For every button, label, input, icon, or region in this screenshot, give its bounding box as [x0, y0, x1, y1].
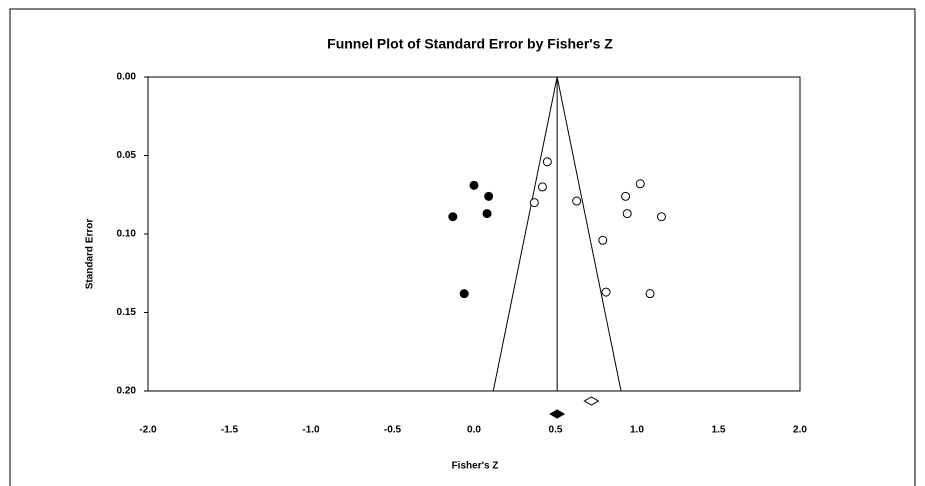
y-tick-label: 0.00 — [117, 72, 137, 83]
study-point — [656, 212, 666, 222]
x-tick-label: -0.5 — [384, 425, 402, 436]
y-tick-label: 0.20 — [117, 386, 137, 397]
y-tick-label: 0.10 — [117, 229, 137, 240]
study-point — [459, 289, 469, 299]
study-point — [621, 191, 631, 201]
x-tick-label: -1.0 — [302, 425, 320, 436]
plot-area — [147, 76, 801, 392]
study-point — [529, 198, 539, 208]
x-tick-label: -2.0 — [139, 425, 157, 436]
study-point — [469, 180, 479, 190]
study-point — [572, 196, 582, 206]
study-point — [482, 209, 492, 219]
study-point — [622, 209, 632, 219]
study-point — [484, 191, 494, 201]
x-tick-label: 1.0 — [630, 425, 644, 436]
x-axis-label: Fisher's Z — [452, 461, 499, 472]
funnel-line — [556, 76, 622, 392]
study-point — [601, 287, 611, 297]
summary-diamond — [583, 396, 600, 406]
x-tick-label: 0.5 — [549, 425, 563, 436]
funnel-line — [492, 76, 558, 392]
study-point — [635, 179, 645, 189]
study-point — [542, 157, 552, 167]
summary-diamond — [549, 409, 566, 419]
y-tick-label: 0.05 — [117, 150, 137, 161]
study-point — [537, 182, 547, 192]
y-tick-label: 0.15 — [117, 307, 137, 318]
study-point — [598, 235, 608, 245]
study-point — [448, 212, 458, 222]
frame — [9, 8, 916, 486]
x-tick-label: -1.5 — [221, 425, 239, 436]
x-tick-label: 0.0 — [467, 425, 481, 436]
y-axis-label: Standard Error — [85, 219, 96, 290]
study-point — [645, 289, 655, 299]
chart-title: Funnel Plot of Standard Error by Fisher'… — [327, 36, 613, 52]
x-tick-label: 2.0 — [793, 425, 807, 436]
x-tick-label: 1.5 — [712, 425, 726, 436]
